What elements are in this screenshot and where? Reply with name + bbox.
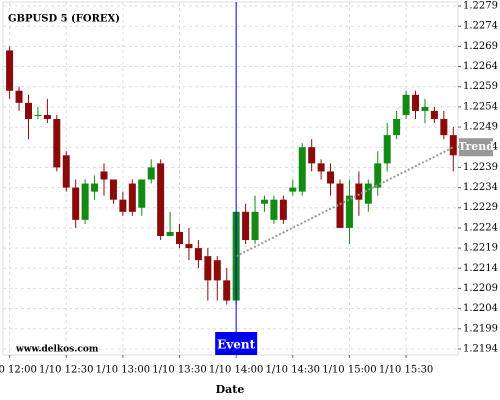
candle-body — [270, 199, 278, 220]
candle-body — [138, 179, 146, 208]
candle-body — [72, 187, 80, 220]
x-tick-label: 1/10 12:30 — [39, 365, 93, 376]
candle-body — [213, 260, 221, 281]
candle-body — [119, 199, 127, 212]
candle-body — [128, 183, 136, 212]
candle-body — [383, 135, 391, 164]
x-tick-label: 1/10 15:00 — [322, 365, 376, 376]
y-tick-label: 1.2274 — [463, 21, 498, 32]
y-tick-label: 1.2254 — [463, 101, 498, 112]
event-label-box — [215, 332, 258, 355]
candle-body — [204, 256, 212, 281]
candle-body — [194, 248, 202, 261]
candle-body — [289, 187, 297, 192]
candle-body — [279, 199, 287, 220]
y-tick-label: 1.2234 — [463, 182, 498, 193]
candle-body — [62, 155, 70, 188]
candle-body — [185, 244, 193, 249]
candle-body — [157, 163, 165, 236]
candle-body — [440, 118, 448, 136]
x-tick-label: 1/10 14:30 — [266, 365, 320, 376]
candle-body — [430, 110, 438, 119]
candle-body — [15, 90, 23, 103]
candle-body — [260, 199, 268, 204]
y-tick-label: 1.2239 — [463, 162, 498, 173]
candle-body — [109, 179, 117, 200]
x-tick-label: 1/10 12:00 — [0, 365, 37, 376]
y-tick-label: 1.2194 — [463, 343, 498, 354]
candle-body — [364, 183, 372, 204]
candle-body — [223, 280, 231, 301]
y-tick-label: 1.2214 — [463, 263, 498, 274]
candle-body — [393, 118, 401, 136]
candle-body — [100, 171, 108, 180]
candle-body — [6, 50, 14, 91]
x-tick-label: 1/10 13:00 — [96, 365, 150, 376]
watermark: www.delkos.com — [15, 345, 99, 355]
y-tick-label: 1.2264 — [463, 61, 498, 72]
candle-body — [402, 94, 410, 115]
y-tick-label: 1.2204 — [463, 303, 498, 314]
candle-body — [34, 114, 42, 116]
candle-body — [43, 114, 51, 119]
candle-body — [24, 102, 32, 119]
x-tick-label: 1/10 14:00 — [209, 365, 263, 376]
y-tick-label: 1.2259 — [463, 81, 498, 92]
y-tick-label: 1.2224 — [463, 222, 498, 233]
trend-label: Trend — [458, 140, 494, 153]
candle-body — [327, 171, 335, 184]
candle-body — [166, 231, 174, 236]
candle-body — [176, 231, 184, 245]
candle-body — [336, 183, 344, 228]
x-axis-label: Date — [216, 383, 245, 396]
candle-body — [147, 167, 155, 180]
candle-body — [81, 183, 89, 220]
candle-body — [242, 211, 250, 241]
x-tick-label: 1/10 15:30 — [379, 365, 433, 376]
y-tick-label: 1.2229 — [463, 202, 498, 213]
candle-body — [298, 147, 306, 192]
y-tick-label: 1.2269 — [463, 41, 498, 52]
candle-body — [53, 118, 61, 168]
candle-body — [374, 163, 382, 188]
candle-body — [317, 163, 325, 172]
chart-title: GBPUSD 5 (FOREX) — [8, 14, 120, 25]
trend-line — [235, 146, 454, 258]
y-tick-label: 1.2209 — [463, 283, 498, 294]
x-tick-label: 1/10 13:30 — [152, 365, 206, 376]
candle-body — [355, 183, 363, 200]
plot-area — [2, 1, 459, 356]
candle-body — [308, 147, 316, 164]
candle-body — [449, 135, 457, 156]
y-tick-label: 1.2249 — [463, 122, 498, 133]
candle-body — [345, 195, 353, 228]
candle-body — [412, 94, 420, 111]
y-tick-label: 1.2279 — [463, 1, 498, 12]
candle-body — [421, 106, 429, 111]
candle-body — [91, 183, 99, 192]
y-tick-label: 1.2199 — [463, 323, 498, 334]
candle-body — [251, 211, 259, 241]
trend-label-box — [459, 138, 493, 157]
y-tick-label: 1.2219 — [463, 243, 498, 254]
event-label: Event — [217, 338, 255, 352]
